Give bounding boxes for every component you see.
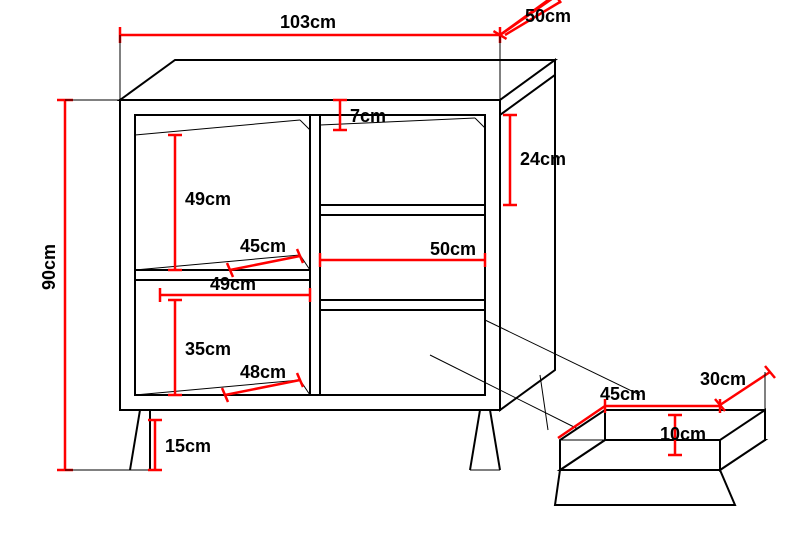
lbl-drawer-w: 45cm [600, 384, 646, 404]
cabinet-top [120, 60, 555, 100]
lbl-left-upper-h: 49cm [185, 189, 231, 209]
leg-fl [130, 410, 140, 470]
lbl-left-height: 90cm [39, 244, 59, 290]
lbl-drawer-d: 30cm [700, 369, 746, 389]
lbl-shelf-depth: 45cm [240, 236, 286, 256]
leg-br [540, 375, 548, 430]
lbl-gap: 7cm [350, 106, 386, 126]
lbl-drawer-slot-w: 50cm [430, 239, 476, 259]
lbl-lower-left-h: 35cm [185, 339, 231, 359]
leg-fr [470, 410, 480, 470]
lbl-leg: 15cm [165, 436, 211, 456]
lbl-top-depth: 50cm [525, 6, 571, 26]
lbl-upper-right: 24cm [520, 149, 566, 169]
cabinet-side [500, 75, 555, 410]
lbl-shelf-w: 49cm [210, 274, 256, 294]
furniture-dimension-diagram: 103cm [0, 0, 800, 533]
lbl-lower-depth: 48cm [240, 362, 286, 382]
lbl-drawer-h: 10cm [660, 424, 706, 444]
lbl-top-width: 103cm [280, 12, 336, 32]
